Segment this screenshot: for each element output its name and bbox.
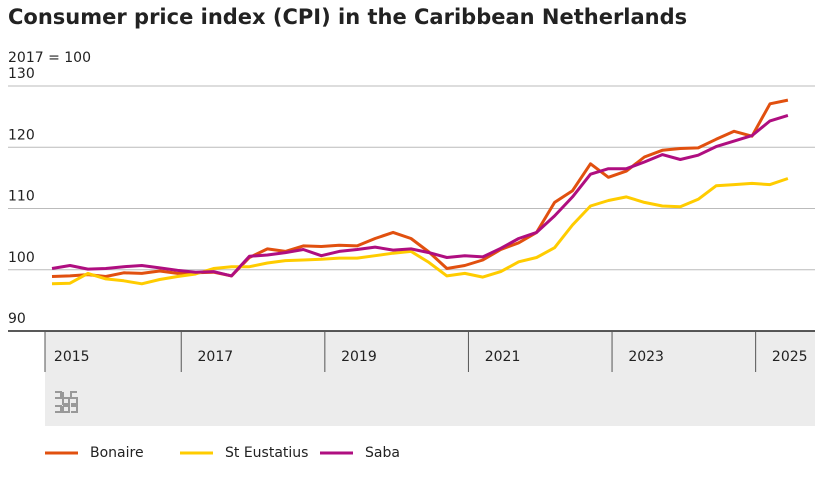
chart-title: Consumer price index (CPI) in the Caribb… [8, 5, 687, 29]
y-tick-label: 100 [8, 250, 35, 266]
y-tick-label: 130 [8, 66, 35, 82]
series-line [51, 113, 789, 278]
legend-label: Bonaire [90, 445, 144, 461]
x-tick-label: 2017 [198, 349, 234, 365]
legend-label: St Eustatius [225, 445, 308, 461]
x-tick-label: 2015 [54, 349, 90, 365]
x-tick-label: 2021 [485, 349, 521, 365]
series-line [51, 177, 789, 286]
x-tick-label: 2019 [341, 349, 377, 365]
axis-band [45, 331, 815, 426]
legend-label: Saba [365, 445, 400, 461]
y-tick-label: 90 [8, 311, 26, 327]
y-tick-label: 120 [8, 127, 35, 143]
x-tick-label: 2025 [772, 349, 808, 365]
y-tick-label: 110 [8, 189, 35, 205]
series-line [51, 98, 789, 278]
logo [55, 391, 78, 413]
x-tick-label: 2023 [628, 349, 664, 365]
chart-subtitle: 2017 = 100 [8, 50, 91, 66]
